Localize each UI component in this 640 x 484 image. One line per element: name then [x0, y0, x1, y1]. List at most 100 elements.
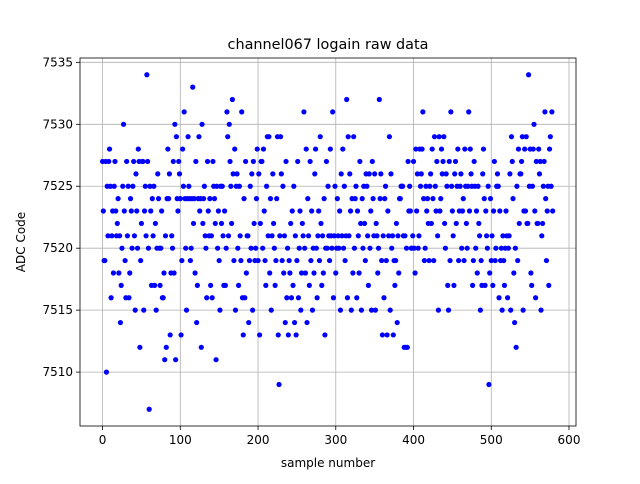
point	[421, 257, 428, 264]
point	[335, 233, 341, 239]
point	[119, 245, 125, 251]
point	[137, 344, 143, 350]
point	[179, 257, 185, 264]
point	[525, 220, 531, 227]
point	[127, 196, 134, 202]
point	[393, 257, 399, 264]
point	[148, 208, 154, 214]
point	[452, 158, 459, 165]
point	[224, 109, 230, 115]
point	[319, 282, 325, 288]
point	[548, 183, 554, 189]
point	[424, 208, 430, 214]
point	[452, 171, 458, 177]
point	[356, 270, 362, 276]
point	[284, 245, 291, 251]
point	[238, 257, 244, 264]
point	[178, 332, 184, 338]
point	[281, 233, 288, 239]
point	[431, 257, 437, 264]
point	[368, 307, 375, 313]
point	[305, 196, 311, 202]
point	[171, 270, 177, 276]
point	[456, 257, 462, 264]
point	[103, 369, 110, 375]
point	[484, 245, 490, 251]
point	[242, 295, 248, 301]
point	[266, 134, 272, 140]
point	[369, 158, 375, 165]
point	[539, 220, 546, 227]
point	[173, 134, 180, 140]
point	[490, 282, 496, 288]
point	[228, 183, 234, 189]
point	[298, 270, 305, 276]
point	[530, 146, 536, 152]
point	[262, 257, 268, 264]
point	[383, 257, 389, 264]
point	[416, 233, 422, 239]
point	[392, 282, 398, 288]
point	[385, 208, 391, 214]
point	[529, 282, 535, 288]
point	[308, 257, 314, 264]
point	[459, 208, 466, 214]
point	[482, 282, 488, 288]
point	[287, 270, 293, 276]
point	[426, 257, 432, 264]
point	[396, 270, 402, 276]
point	[376, 96, 382, 103]
point	[241, 196, 247, 202]
point	[470, 282, 476, 288]
point	[109, 233, 115, 239]
point	[294, 257, 300, 264]
point	[403, 245, 410, 251]
point	[365, 233, 371, 239]
point	[412, 270, 418, 276]
point	[362, 257, 368, 264]
point	[272, 282, 278, 288]
point	[529, 183, 536, 189]
point	[194, 319, 200, 326]
point	[462, 146, 468, 152]
point	[235, 282, 242, 288]
point	[259, 158, 265, 165]
point	[207, 196, 213, 202]
point	[471, 158, 477, 165]
point	[445, 307, 452, 313]
point	[364, 183, 370, 189]
point	[208, 233, 214, 239]
point	[488, 257, 494, 264]
point	[152, 282, 158, 288]
point	[284, 295, 290, 301]
point	[410, 158, 417, 165]
point	[322, 332, 328, 338]
point	[483, 208, 489, 214]
point	[170, 158, 176, 165]
point	[358, 307, 365, 313]
point	[302, 270, 309, 276]
point	[374, 233, 380, 239]
point	[196, 134, 202, 140]
point	[176, 158, 182, 165]
point	[351, 245, 358, 251]
point	[190, 220, 197, 227]
point	[492, 257, 498, 264]
point	[134, 208, 140, 214]
point	[337, 208, 343, 214]
point	[203, 245, 209, 251]
point	[205, 208, 211, 214]
point	[286, 257, 292, 264]
point	[505, 245, 511, 251]
point	[117, 319, 124, 326]
point	[274, 196, 280, 202]
point	[215, 208, 221, 214]
point	[295, 158, 301, 165]
point	[420, 109, 426, 115]
point	[442, 220, 448, 227]
point	[319, 233, 326, 239]
point	[251, 220, 257, 227]
point	[522, 146, 528, 152]
point	[518, 158, 525, 165]
point	[423, 183, 429, 189]
